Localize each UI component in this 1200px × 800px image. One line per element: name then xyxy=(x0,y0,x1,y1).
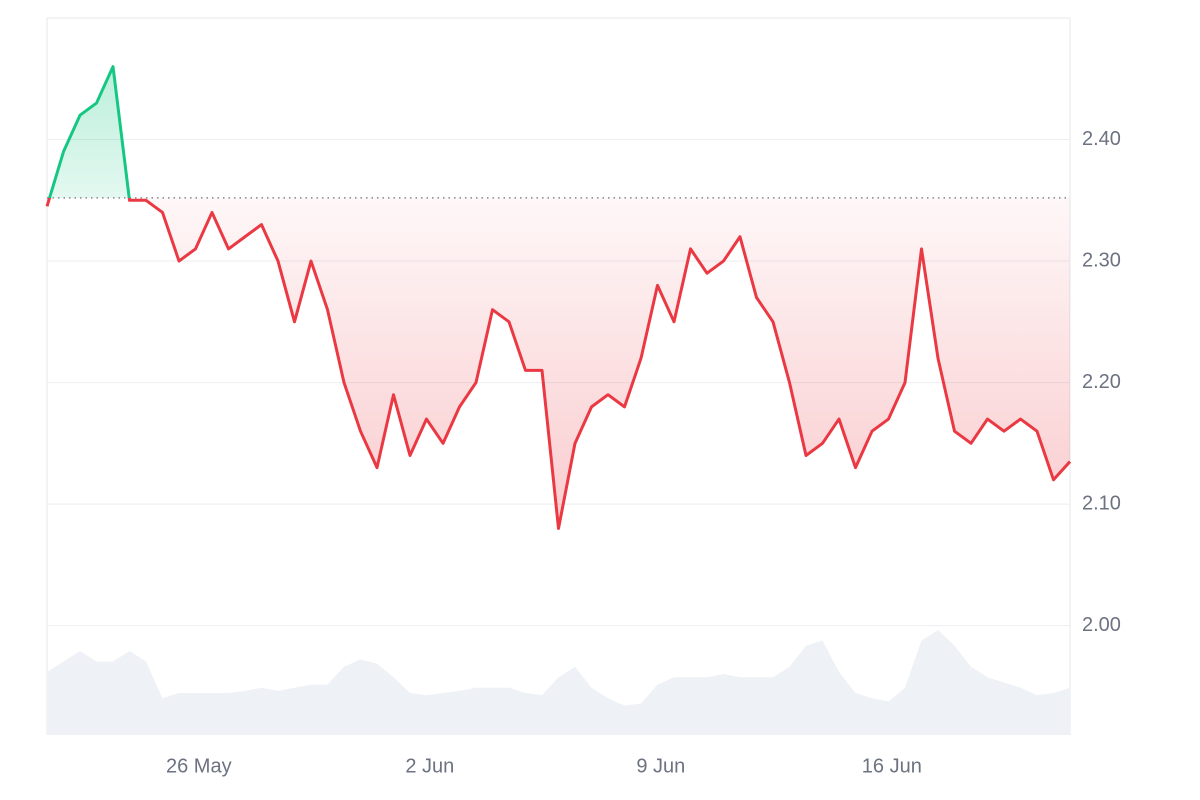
y-tick-label: 2.10 xyxy=(1082,492,1121,514)
x-tick-label: 2 Jun xyxy=(405,755,454,777)
x-tick-label: 16 Jun xyxy=(862,755,922,777)
volume-area xyxy=(47,630,1070,735)
y-tick-label: 2.30 xyxy=(1082,249,1121,271)
x-tick-label: 9 Jun xyxy=(636,755,685,777)
x-tick-label: 26 May xyxy=(166,755,232,777)
price-area xyxy=(47,66,1070,529)
y-tick-label: 2.00 xyxy=(1082,614,1121,636)
price-line xyxy=(45,65,1072,530)
y-tick-label: 2.40 xyxy=(1082,128,1121,150)
y-tick-label: 2.20 xyxy=(1082,371,1121,393)
